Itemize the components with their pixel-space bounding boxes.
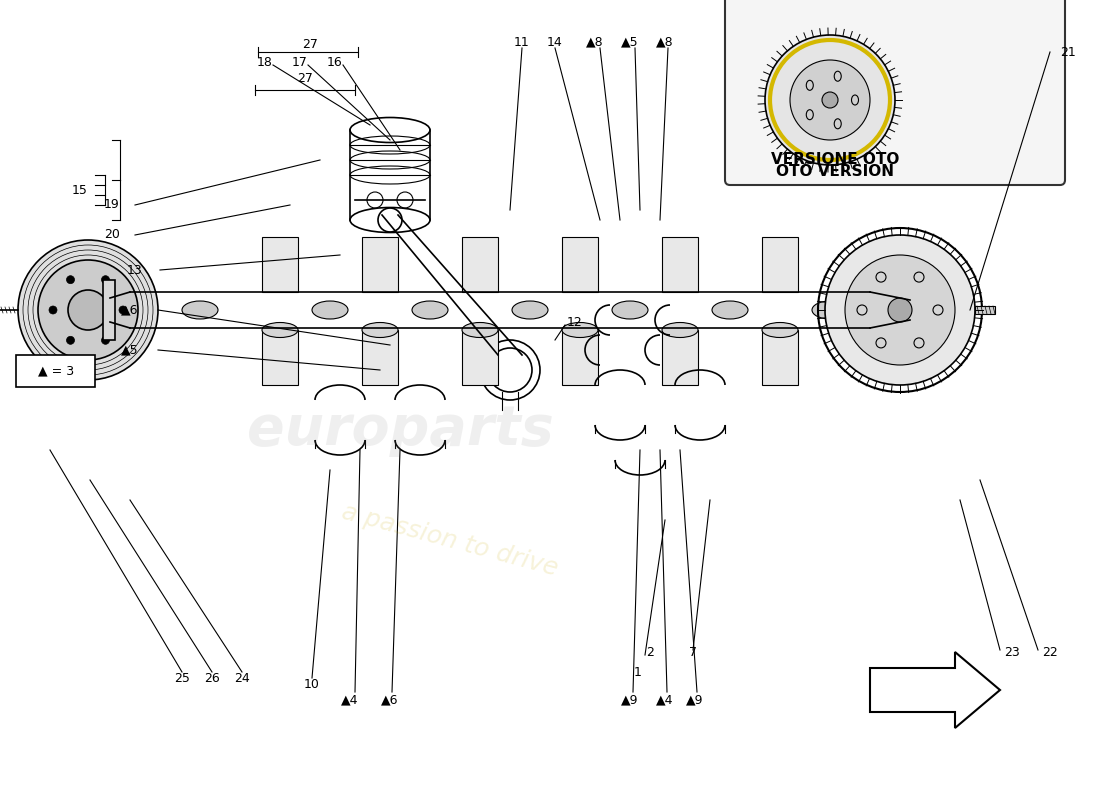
Text: 13: 13	[128, 263, 143, 277]
Text: ▲5: ▲5	[621, 35, 639, 49]
Ellipse shape	[182, 301, 218, 319]
Circle shape	[18, 240, 158, 380]
Circle shape	[822, 92, 838, 108]
Text: europarts: europarts	[246, 403, 553, 457]
Text: 24: 24	[234, 671, 250, 685]
Ellipse shape	[612, 301, 648, 319]
Text: 23: 23	[1004, 646, 1020, 658]
FancyArrowPatch shape	[876, 683, 977, 697]
Text: 11: 11	[514, 35, 530, 49]
Bar	[762, 237, 798, 292]
Text: 10: 10	[304, 678, 320, 691]
Ellipse shape	[262, 322, 298, 338]
Ellipse shape	[712, 301, 748, 319]
Text: 7: 7	[689, 646, 697, 658]
Text: 17: 17	[293, 55, 308, 69]
Ellipse shape	[762, 322, 798, 338]
Text: ▲9: ▲9	[621, 694, 639, 706]
Bar	[662, 330, 698, 385]
Bar	[362, 330, 398, 385]
Bar	[462, 330, 498, 385]
Text: 20: 20	[104, 229, 120, 242]
Text: 18: 18	[257, 55, 273, 69]
Circle shape	[66, 276, 75, 284]
Text: 14: 14	[547, 35, 563, 49]
Circle shape	[50, 306, 57, 314]
Circle shape	[101, 336, 110, 344]
Ellipse shape	[362, 322, 398, 338]
Text: ▲8: ▲8	[657, 35, 674, 49]
Ellipse shape	[462, 322, 498, 338]
Bar	[262, 237, 298, 292]
Text: 21: 21	[1060, 46, 1076, 58]
Circle shape	[101, 276, 110, 284]
Bar	[262, 330, 298, 385]
Text: VERSIONE OTO: VERSIONE OTO	[771, 153, 899, 167]
Circle shape	[68, 290, 108, 330]
Polygon shape	[870, 652, 1000, 728]
Circle shape	[790, 60, 870, 140]
Text: 26: 26	[205, 671, 220, 685]
Text: 2: 2	[646, 646, 653, 658]
Bar	[662, 237, 698, 292]
Text: ▲8: ▲8	[586, 35, 604, 49]
Text: 15: 15	[73, 183, 88, 197]
Text: OTO VERSION: OTO VERSION	[776, 165, 894, 179]
Bar	[762, 330, 798, 385]
Bar	[462, 237, 498, 292]
Bar	[103, 280, 116, 340]
Circle shape	[119, 306, 126, 314]
Text: ▲6: ▲6	[121, 303, 139, 317]
Circle shape	[825, 235, 975, 385]
Text: ▲6: ▲6	[382, 694, 398, 706]
Text: ▲4: ▲4	[657, 694, 673, 706]
FancyBboxPatch shape	[725, 0, 1065, 185]
Text: 12: 12	[568, 315, 583, 329]
Text: 27: 27	[297, 71, 312, 85]
Ellipse shape	[562, 322, 598, 338]
Circle shape	[845, 255, 955, 365]
Text: 19: 19	[104, 198, 120, 211]
Text: ▲5: ▲5	[121, 343, 139, 357]
Text: 22: 22	[1042, 646, 1058, 658]
Text: 16: 16	[327, 55, 343, 69]
Text: 27: 27	[302, 38, 318, 51]
Text: ▲4: ▲4	[341, 694, 359, 706]
Circle shape	[764, 35, 895, 165]
Bar	[562, 237, 598, 292]
Ellipse shape	[662, 322, 698, 338]
Text: ▲ = 3: ▲ = 3	[37, 365, 74, 378]
Text: a passion to drive: a passion to drive	[339, 499, 561, 581]
Circle shape	[888, 298, 912, 322]
Ellipse shape	[512, 301, 548, 319]
Bar	[562, 330, 598, 385]
Text: ▲9: ▲9	[686, 694, 704, 706]
Ellipse shape	[412, 301, 448, 319]
Circle shape	[39, 260, 138, 360]
Circle shape	[66, 336, 75, 344]
Bar	[362, 237, 398, 292]
Text: 1: 1	[634, 666, 642, 678]
FancyBboxPatch shape	[16, 355, 95, 387]
Bar	[975, 306, 996, 314]
Text: 25: 25	[174, 671, 190, 685]
Ellipse shape	[312, 301, 348, 319]
Ellipse shape	[812, 301, 848, 319]
